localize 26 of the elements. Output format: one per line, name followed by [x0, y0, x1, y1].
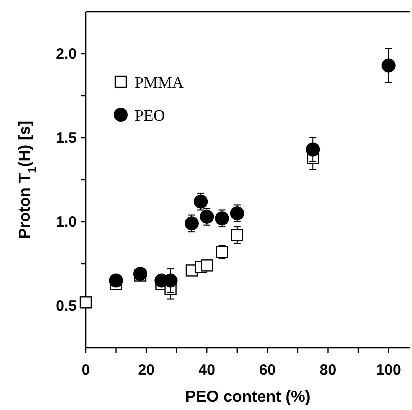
point [230, 206, 244, 221]
point [216, 246, 228, 258]
x-tick-label: 80 [320, 362, 337, 379]
point [134, 267, 148, 282]
x-tick-label: 20 [138, 362, 155, 379]
x-tick-label: 60 [259, 362, 276, 379]
point [80, 296, 92, 309]
y-tick-label: 0.5 [56, 298, 77, 315]
text: 1.0 [56, 214, 77, 231]
point [201, 260, 214, 272]
point [184, 216, 199, 231]
point [382, 58, 396, 73]
x-axis-title: PEO content (%) [185, 389, 311, 406]
x-tick-label: 40 [198, 362, 216, 379]
text: 2.0 [56, 46, 77, 63]
point [200, 210, 214, 224]
legend-label: PMMA [135, 75, 184, 92]
point [231, 229, 244, 242]
point [109, 274, 124, 288]
point [306, 142, 320, 157]
x-tick-label: 100 [376, 362, 402, 379]
point [215, 212, 230, 226]
point [194, 194, 208, 209]
y-tick-label: 1.5 [56, 130, 77, 147]
x-tick-label: 0 [82, 362, 90, 379]
legend-label: PEO [135, 108, 166, 125]
